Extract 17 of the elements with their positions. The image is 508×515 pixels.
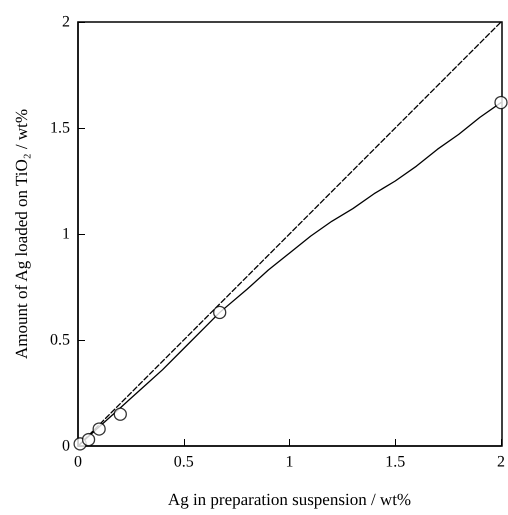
y-axis-title: Amount of Ag loaded on TiO₂ / wt% xyxy=(12,108,31,360)
y-tick-label: 1 xyxy=(62,226,70,242)
point xyxy=(213,306,226,320)
y-tick-label: 0 xyxy=(62,438,70,454)
x-tick-label: 1 xyxy=(286,454,294,470)
y-tick-label: 0.5 xyxy=(50,332,70,348)
point xyxy=(494,96,508,110)
point xyxy=(114,408,127,421)
x-axis-title: Ag in preparation suspension / wt% xyxy=(168,490,412,509)
x-tick-label: 0.5 xyxy=(174,454,194,470)
point xyxy=(82,432,96,446)
y-tick-label: 2 xyxy=(62,14,70,30)
point xyxy=(92,422,106,436)
y-tick-label: 1.5 xyxy=(50,120,70,136)
x-tick-label: 1.5 xyxy=(385,454,406,470)
x-tick-label: 0 xyxy=(74,454,82,470)
x-tick-label: 2 xyxy=(497,454,505,470)
